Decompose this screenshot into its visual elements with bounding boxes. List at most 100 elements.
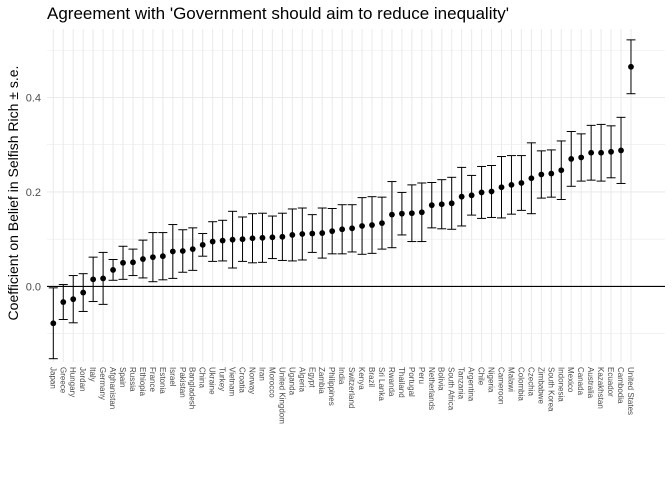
x-tick-label: Israel (168, 367, 177, 387)
data-point (448, 200, 455, 207)
data-point (259, 234, 266, 241)
x-tick-label: Norway (248, 367, 257, 394)
y-axis-label: Coefficient on Belief in Selfish Rich ± … (5, 66, 21, 321)
data-point (169, 248, 176, 255)
data-point (478, 189, 485, 196)
data-point (389, 211, 395, 218)
data-point (289, 232, 296, 238)
data-point (90, 276, 97, 283)
x-tick-label: Bangladesh (188, 367, 197, 409)
data-point (309, 230, 316, 237)
x-tick-label: Sri Lanka (377, 367, 386, 401)
point-layer (50, 63, 634, 327)
x-tick-label: Tanzania (457, 367, 466, 400)
x-tick-label: Russia (128, 367, 137, 392)
data-point (299, 231, 306, 237)
x-tick-label: Hungary (68, 367, 77, 397)
x-tick-label: Thailand (397, 367, 406, 398)
data-point (80, 289, 87, 296)
data-point (269, 234, 276, 241)
data-point (408, 210, 415, 217)
data-point (369, 222, 375, 228)
x-tick-label: Indonesia (556, 367, 565, 402)
data-point (120, 259, 126, 266)
x-tick-label: Ethiopia (138, 367, 147, 396)
x-tick-label: Iran (258, 367, 267, 381)
x-tick-label: South Korea (546, 367, 555, 412)
data-point (598, 149, 604, 156)
data-point (199, 241, 206, 248)
data-point (329, 228, 336, 235)
x-tick-label: Philippines (327, 367, 336, 406)
x-tick-label: Pakistan (178, 367, 187, 398)
x-tick-label: Netherlands (427, 367, 436, 410)
data-point (209, 238, 216, 245)
x-tick-label: Ecuador (606, 367, 615, 397)
x-tick-label: Italy (88, 367, 97, 382)
data-point (468, 192, 475, 199)
data-point (279, 233, 286, 240)
data-point (189, 246, 196, 253)
x-tick-label: United States (626, 367, 635, 415)
x-tick-label: Peru (417, 367, 426, 384)
data-point (508, 181, 515, 188)
x-tick-label: Spain (118, 367, 127, 387)
data-point (219, 237, 226, 244)
x-tick-labels: Japan Greece Hungary Jordan Italy Germany Afgh… (48, 367, 635, 424)
x-tick-label: Turkey (218, 367, 227, 391)
data-point (568, 155, 575, 162)
x-tick-label: Canada (576, 367, 585, 396)
x-tick-label: Malawi (507, 367, 516, 392)
data-point (418, 209, 425, 216)
x-tick-label: Ukraine (208, 367, 217, 395)
x-tick-label: Uganda (287, 367, 296, 396)
x-tick-label: Colombia (516, 367, 525, 401)
x-tick-label: Czechia (526, 367, 535, 396)
x-tick-label: Mexico (566, 367, 575, 393)
data-point (518, 180, 525, 186)
x-tick-label: Japan (48, 367, 57, 389)
x-tick-label: Egypt (307, 367, 316, 388)
x-tick-label: Bolivia (437, 367, 446, 391)
x-tick-label: Brazil (367, 367, 376, 387)
chart-title: Agreement with 'Government should aim to… (47, 4, 509, 23)
data-point (608, 148, 614, 155)
x-tick-label: Estonia (158, 367, 167, 394)
x-tick-label: Cameroon (497, 367, 506, 404)
data-point (249, 235, 256, 242)
x-tick-label: Jordan (78, 367, 87, 391)
data-point (498, 184, 505, 191)
x-tick-label: China (198, 367, 207, 388)
data-point (110, 266, 116, 273)
x-tick-label: India (337, 367, 346, 385)
x-tick-label: Switzerland (347, 367, 356, 408)
grid-layer (47, 29, 665, 362)
x-tick-label: Nigeria (487, 367, 496, 393)
data-point (130, 259, 136, 266)
data-point (229, 236, 236, 243)
x-tick-label: Croatia (238, 367, 247, 393)
x-tick-label: Morocco (267, 367, 276, 398)
x-tick-label: Portugal (407, 367, 416, 397)
data-point (488, 188, 495, 195)
data-point (548, 170, 555, 177)
data-point (538, 171, 545, 178)
data-point (359, 223, 365, 229)
x-tick-label: Argentina (467, 367, 476, 402)
x-tick-label: Cambodia (616, 367, 625, 404)
data-point (50, 320, 57, 327)
data-point (458, 193, 465, 200)
data-point (618, 147, 624, 154)
x-tick-label: Afghanistan (108, 367, 117, 409)
x-tick-label: Chile (477, 367, 486, 386)
x-tick-label: Rwanda (387, 367, 396, 397)
x-tick-label: Kazakhstan (596, 367, 605, 409)
data-point (100, 275, 106, 282)
data-point (588, 149, 595, 156)
x-tick-label: Zimbabwe (536, 367, 545, 404)
y-tick-label: 0.4 (26, 92, 41, 104)
y-tick-labels: 0.0 0.2 0.4 (26, 92, 41, 293)
data-point (159, 253, 166, 260)
data-point (239, 236, 246, 243)
